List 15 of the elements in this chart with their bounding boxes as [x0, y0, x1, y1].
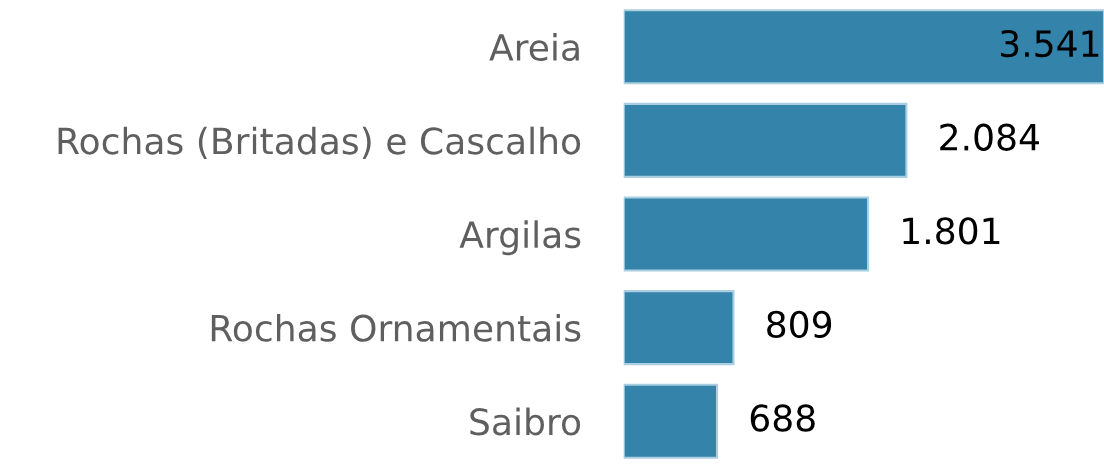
bar: [623, 290, 735, 366]
data-label: 1.801: [903, 217, 1000, 245]
data-label: 688: [750, 404, 815, 432]
bar: [623, 196, 870, 272]
bar: [623, 383, 719, 459]
y-tick-label: Areia: [489, 33, 579, 62]
bar: [623, 102, 908, 178]
bar: [623, 9, 1104, 85]
data-label: 809: [767, 310, 832, 339]
y-tick-label: Saibro: [470, 407, 581, 436]
y-tick-label: Argilas: [459, 220, 581, 256]
data-label: 2.084: [940, 123, 1039, 151]
y-tick-label: Rochas Ornamentais: [211, 313, 581, 342]
data-label: 3.541: [1000, 29, 1099, 58]
y-tick-label: Rochas (Britadas) e Cascalho: [58, 126, 581, 159]
